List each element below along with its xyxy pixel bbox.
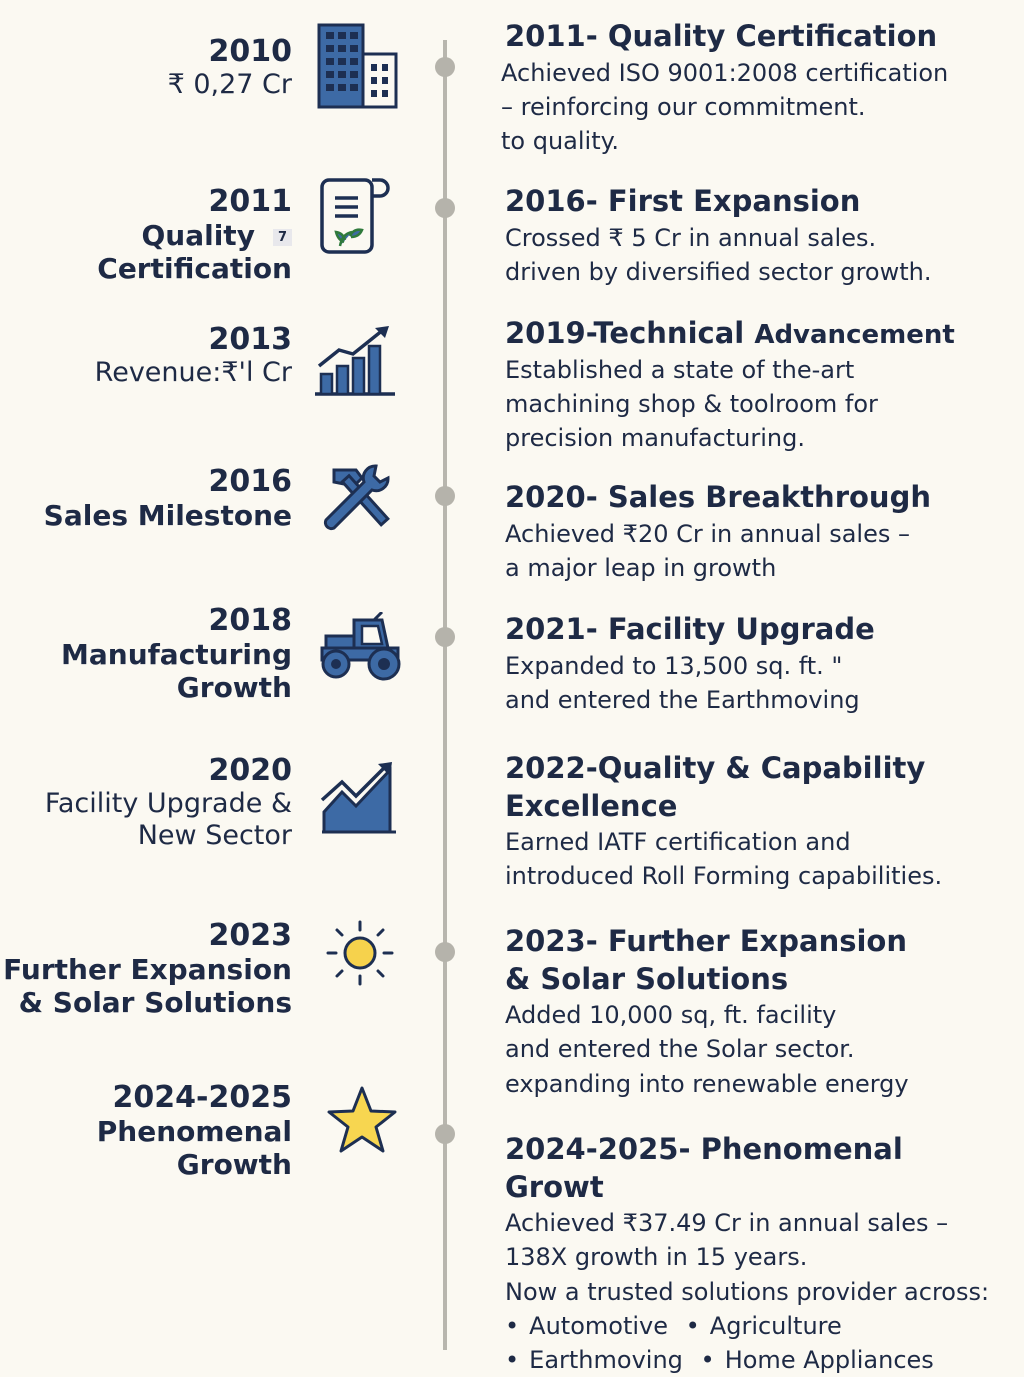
- milestone-title: 2024-2025- Phenomenal Growt: [505, 1132, 903, 1204]
- left-milestone-2010: 2010 ₹ 0,27 Cr: [168, 34, 292, 101]
- milestone-label: New Sector: [137, 820, 292, 852]
- sector-item: Home Appliances: [724, 1345, 934, 1374]
- milestone-label: Revenue:₹'l Cr: [94, 357, 292, 389]
- milestone-label: & Solar Solutions: [18, 986, 292, 1020]
- milestone-description: Achieved ₹20 Cr in annual sales –: [505, 519, 910, 548]
- milestone-label: Growth: [176, 671, 292, 705]
- left-milestone-2024-2025: 2024-2025 Phenomenal Growth: [97, 1080, 292, 1181]
- milestone-label: ₹ 0,27 Cr: [167, 69, 292, 101]
- bullet-icon: •: [700, 1345, 715, 1374]
- milestone-title: 2020- Sales Breakthrough: [505, 480, 931, 514]
- left-milestone-2023: 2023 Further Expansion & Solar Solutions: [3, 918, 292, 1019]
- milestone-description: machining shop & toolroom for: [505, 389, 878, 418]
- timeline-dot: [435, 627, 455, 647]
- milestone-description: – reinforcing our commitment.: [501, 92, 866, 121]
- milestone-description: Added 10,000 sq, ft. facility: [505, 1001, 837, 1030]
- bullet-icon: •: [685, 1311, 700, 1340]
- milestone-title: 2021- Facility Upgrade: [505, 612, 875, 646]
- milestone-label: Quality: [141, 219, 255, 253]
- milestone-description: Achieved ISO 9001:2008 certification: [501, 58, 949, 87]
- certificate-document-icon: [320, 178, 390, 254]
- milestone-title: 2016- First Expansion: [505, 184, 861, 218]
- milestone-description: Earned IATF certification and: [505, 828, 851, 857]
- rising-bar-chart-icon: [315, 326, 395, 396]
- left-milestone-2018: 2018 Manufacturing Growth: [61, 603, 292, 704]
- milestone-description: a major leap in growth: [505, 553, 777, 582]
- timeline-dot: [435, 942, 455, 962]
- milestone-description: Crossed ₹ 5 Cr in annual sales.: [505, 223, 877, 252]
- sector-list: • Automotive • Agriculture • Earthmoving • H…: [505, 1309, 1010, 1377]
- sun-icon: [326, 920, 394, 986]
- timeline-dot: [435, 198, 455, 218]
- milestone-title: 2011- Quality Certification: [505, 19, 938, 53]
- office-building-icon: [317, 23, 398, 109]
- milestone-description: Expanded to 13,500 sq. ft. ": [505, 651, 843, 680]
- right-milestone-2019: 2019-Technical Advancement Established a…: [505, 315, 1010, 455]
- milestone-description: Achieved ₹37.49 Cr in annual sales –: [505, 1209, 949, 1238]
- bullet-icon: •: [505, 1311, 520, 1340]
- milestone-year: 2023: [208, 918, 293, 953]
- right-milestone-2024-2025: 2024-2025- Phenomenal Growt Achieved ₹37…: [505, 1131, 1010, 1377]
- milestone-description: expanding into renewable energy: [505, 1069, 909, 1098]
- milestone-description: driven by diversified sector growth.: [505, 257, 932, 286]
- milestone-description: and entered the Earthmoving: [505, 685, 860, 714]
- milestone-year: 2024-2025: [112, 1080, 292, 1115]
- right-milestone-2022: 2022-Quality & Capability Excellence Ear…: [505, 750, 1010, 894]
- right-milestone-2021: 2021- Facility Upgrade Expanded to 13,50…: [505, 611, 1010, 717]
- milestone-title: & Solar Solutions: [505, 961, 789, 996]
- milestone-year: 2013: [208, 322, 293, 357]
- left-milestone-2016: 2016 Sales Milestone: [44, 464, 292, 532]
- timeline-dot: [435, 1124, 455, 1144]
- milestone-label: Phenomenal: [96, 1115, 292, 1149]
- timeline-dot: [435, 486, 455, 506]
- milestone-label: Growth: [176, 1148, 292, 1182]
- area-growth-chart-icon: [320, 762, 396, 834]
- left-milestone-2020: 2020 Facility Upgrade & New Sector: [45, 753, 292, 852]
- milestone-label: Sales Milestone: [43, 499, 292, 533]
- milestone-label: Certification: [97, 252, 292, 286]
- milestone-label: Manufacturing: [61, 638, 292, 672]
- right-milestone-2023: 2023- Further Expansion & Solar Solution…: [505, 923, 1010, 1101]
- milestone-year: 2020: [208, 753, 293, 788]
- milestone-year: 2010: [208, 34, 293, 69]
- milestone-title-extra: Advancement: [754, 320, 955, 350]
- right-milestone-2020: 2020- Sales Breakthrough Achieved ₹20 Cr…: [505, 479, 1010, 585]
- left-milestone-2011: 2011 Quality 7 Certification: [97, 184, 292, 285]
- tractor-icon: [320, 612, 401, 681]
- milestone-title: Excellence: [505, 788, 678, 823]
- milestone-label: Facility Upgrade &: [44, 788, 292, 820]
- milestone-label: Further Expansion: [3, 953, 292, 987]
- milestone-title: 2019-Technical: [505, 316, 745, 350]
- bullet-icon: •: [505, 1345, 520, 1374]
- milestone-title: 2022-Quality & Capability: [505, 751, 926, 785]
- hammer-wrench-icon: [323, 464, 390, 531]
- timeline-dot: [435, 57, 455, 77]
- sector-item: Automotive: [529, 1311, 668, 1340]
- sector-item: Earthmoving: [529, 1345, 683, 1374]
- milestone-description: to quality.: [501, 126, 620, 155]
- sector-item: Agriculture: [709, 1311, 842, 1340]
- milestone-year: 2016: [208, 464, 293, 499]
- milestone-description: Established a state of the-art: [505, 355, 855, 384]
- milestone-description: precision manufacturing.: [505, 423, 805, 452]
- milestone-title: 2023- Further Expansion: [505, 924, 907, 958]
- note-badge: 7: [272, 228, 292, 247]
- right-milestone-2016: 2016- First Expansion Crossed ₹ 5 Cr in …: [505, 183, 1010, 289]
- milestone-year: 2018: [208, 603, 293, 638]
- milestone-description: introduced Roll Forming capabilities.: [505, 862, 943, 891]
- milestone-year: 2011: [208, 184, 293, 219]
- right-milestone-2011: 2011- Quality Certification Achieved ISO…: [501, 18, 1010, 158]
- timeline-line: [443, 40, 447, 1350]
- star-icon: [327, 1086, 397, 1153]
- milestone-description: 138X growth in 15 years.: [505, 1243, 808, 1272]
- milestone-description: Now a trusted solutions provider across:: [505, 1277, 990, 1306]
- left-milestone-2013: 2013 Revenue:₹'l Cr: [95, 322, 292, 389]
- milestone-description: and entered the Solar sector.: [505, 1035, 855, 1064]
